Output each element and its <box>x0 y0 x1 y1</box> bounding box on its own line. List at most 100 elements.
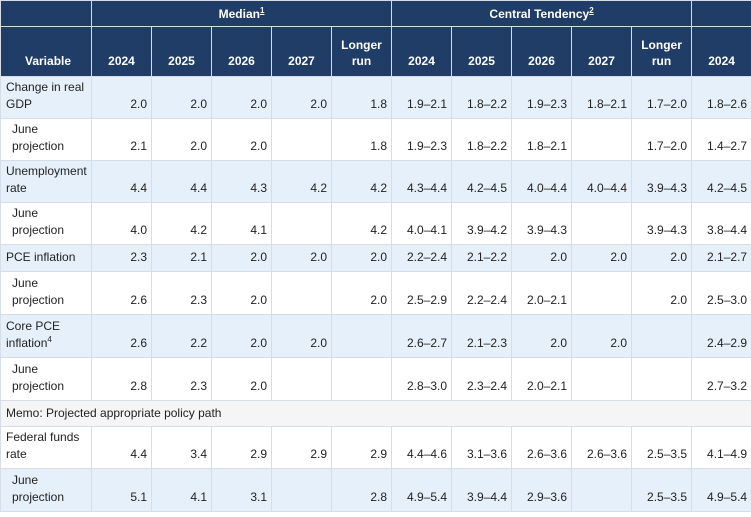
median-value-cell: 2.0 <box>151 118 212 161</box>
median-value-cell: 2.0 <box>271 76 332 119</box>
median-value-cell: 2.2 <box>151 314 212 358</box>
row-label-text: June projection <box>12 362 65 393</box>
median-value-cell: 2.6 <box>91 314 152 358</box>
central-tendency-cell: 2.3–2.4 <box>451 357 513 401</box>
central-tendency-cell: 1.7–2.0 <box>631 118 693 161</box>
median-value-cell: 2.1 <box>151 244 212 272</box>
median-value-cell: 2.9 <box>330 426 393 469</box>
central-tendency-cell: 1.7–2.0 <box>631 76 693 119</box>
memo-row: Memo: Projected appropriate policy path <box>0 400 751 427</box>
central-tendency-cell: 2.5–2.9 <box>391 271 453 315</box>
median-value-cell: 2.3 <box>151 357 212 401</box>
median-value-cell: 4.4 <box>91 160 152 203</box>
row-footnote: 4 <box>47 335 52 344</box>
variable-label: Core PCE inflation4 <box>0 314 92 358</box>
median-value-cell: 4.3 <box>211 160 272 203</box>
central-tendency-cell: 4.0–4.1 <box>391 202 453 245</box>
median-value-cell: 4.1 <box>151 468 212 512</box>
median-value-cell: 3.4 <box>151 426 212 469</box>
central-tendency-cell: 3.9–4.3 <box>631 160 693 203</box>
table-row: Change in real GDP 2.0 2.0 2.0 2.0 1.8 1.9–2.1… <box>0 76 751 119</box>
table-row: June projection 5.1 4.1 3.1 2.8 4.9–5.4 3.9–4.… <box>0 468 751 512</box>
projection-label: June projection <box>0 202 92 245</box>
median-value-cell: 2.0 <box>211 244 272 272</box>
table-row: PCE inflation 2.3 2.1 2.0 2.0 2.0 2.2–2.4 2.1–2… <box>0 244 751 272</box>
central-tendency-cell <box>571 118 633 161</box>
central-tendency-cell: 1.9–2.3 <box>391 118 453 161</box>
median-value-cell: 4.2 <box>330 160 393 203</box>
median-value-cell <box>271 271 332 315</box>
median-value-cell: 2.0 <box>211 357 272 401</box>
median-value-cell: 2.9 <box>271 426 332 469</box>
central-tendency-cell: 2.0 <box>511 244 573 272</box>
median-value-cell <box>330 314 393 358</box>
range-cell: 2.1–2.7 <box>691 244 751 272</box>
table-row: June projection 2.1 2.0 2.0 1.8 1.9–2.3 1.8–2.… <box>0 118 751 161</box>
median-value-cell: 4.0 <box>91 202 152 245</box>
median-value-cell: 2.0 <box>211 271 272 315</box>
variable-column-header: Variable <box>0 26 92 77</box>
central-tendency-cell: 2.0–2.1 <box>511 357 573 401</box>
range-cell: 4.9–5.4 <box>691 468 751 512</box>
table-row: June projection 4.0 4.2 4.1 4.2 4.0–4.1 3.9–4.… <box>0 202 751 245</box>
median-value-cell <box>330 357 393 401</box>
central-tendency-cell: 2.6–3.6 <box>511 426 573 469</box>
variable-label: Change in real GDP <box>0 76 92 119</box>
central-tendency-cell: 2.0 <box>571 244 633 272</box>
central-tendency-cell: 4.2–4.5 <box>451 160 513 203</box>
central-tendency-cell: 2.0–2.1 <box>511 271 573 315</box>
projection-label: June projection <box>0 118 92 161</box>
central-tendency-footnote-link[interactable]: 2 <box>589 5 594 15</box>
projection-label: June projection <box>0 468 92 512</box>
central-tendency-cell: 3.9–4.4 <box>451 468 513 512</box>
variable-label: Federal funds rate <box>0 426 92 469</box>
median-value-cell: 4.2 <box>151 202 212 245</box>
central-col-header: 2024 <box>391 26 453 77</box>
central-tendency-cell: 4.4–4.6 <box>391 426 453 469</box>
central-col-header: Longer run <box>631 26 693 77</box>
central-tendency-cell: 2.0 <box>631 244 693 272</box>
central-tendency-cell: 1.8–2.2 <box>451 118 513 161</box>
median-value-cell: 2.6 <box>91 271 152 315</box>
median-value-cell: 2.9 <box>211 426 272 469</box>
variable-label: Unemployment rate <box>0 160 92 203</box>
median-value-cell: 4.2 <box>271 160 332 203</box>
median-value-cell: 4.2 <box>330 202 393 245</box>
median-value-cell: 2.0 <box>330 271 393 315</box>
central-tendency-cell: 2.2–2.4 <box>391 244 453 272</box>
memo-label: Memo: Projected appropriate policy path <box>0 400 751 427</box>
row-label-text: Federal funds rate <box>6 430 80 461</box>
median-value-cell <box>271 468 332 512</box>
median-value-cell: 1.8 <box>330 76 393 119</box>
central-tendency-cell: 2.8–3.0 <box>391 357 453 401</box>
table-row: Unemployment rate 4.4 4.4 4.3 4.2 4.2 4.3–4.4 4… <box>0 160 751 203</box>
corner-cell <box>0 0 92 27</box>
row-label-text: June projection <box>12 276 65 307</box>
median-value-cell: 2.0 <box>211 118 272 161</box>
table-row: June projection 2.8 2.3 2.0 2.8–3.0 2.3–2.4 2.… <box>0 357 751 401</box>
central-tendency-cell: 2.0 <box>511 314 573 358</box>
median-value-cell: 5.1 <box>91 468 152 512</box>
median-value-cell <box>271 202 332 245</box>
range-cell: 2.4–2.9 <box>691 314 751 358</box>
central-tendency-cell: 1.9–2.3 <box>511 76 573 119</box>
median-footnote-link[interactable]: 1 <box>259 5 265 15</box>
central-tendency-cell: 2.1–2.3 <box>451 314 513 358</box>
range-cell: 2.7–3.2 <box>691 357 751 401</box>
central-tendency-cell: 4.9–5.4 <box>391 468 453 512</box>
central-tendency-cell <box>571 357 633 401</box>
projection-label: June projection <box>0 357 92 401</box>
central-col-header: 2027 <box>571 26 633 77</box>
median-col-header: 2027 <box>271 26 332 77</box>
median-value-cell: 2.0 <box>91 76 152 119</box>
median-value-cell: 2.0 <box>330 244 393 272</box>
central-tendency-cell: 3.9–4.3 <box>511 202 573 245</box>
median-value-cell <box>271 118 332 161</box>
median-value-cell: 2.1 <box>91 118 152 161</box>
median-value-cell <box>271 357 332 401</box>
central-tendency-cell: 1.9–2.1 <box>391 76 453 119</box>
median-value-cell: 4.4 <box>151 160 212 203</box>
central-col-header: 2026 <box>511 26 573 77</box>
median-value-cell: 4.4 <box>91 426 152 469</box>
